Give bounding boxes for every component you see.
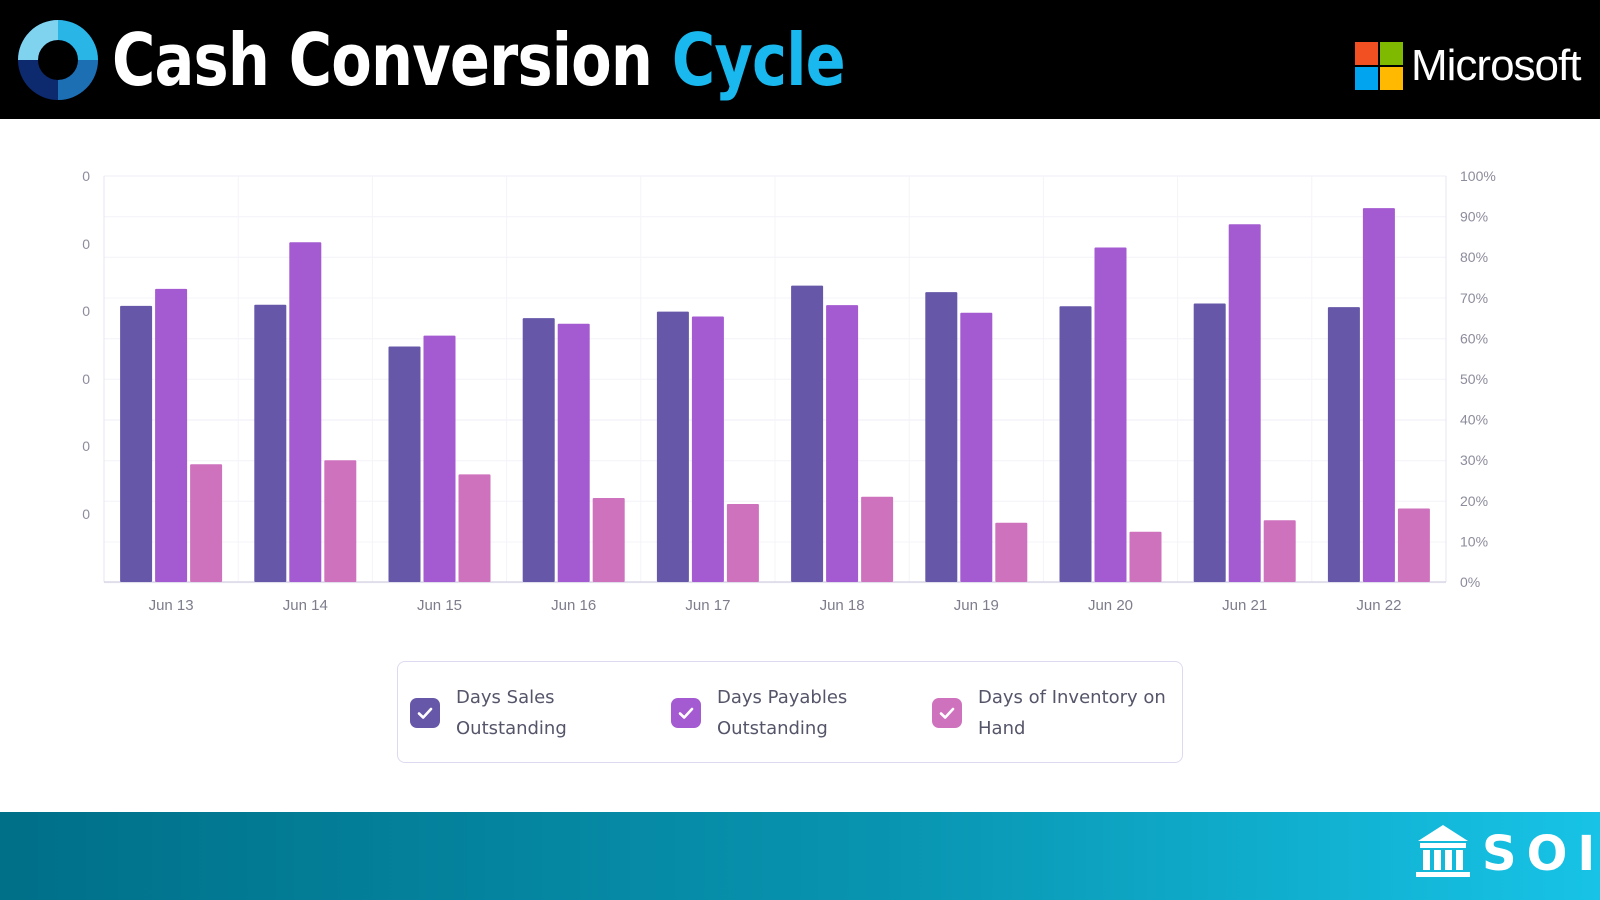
bar-days-payables-outstanding[interactable] <box>155 288 188 582</box>
bar-days-payables-outstanding[interactable] <box>289 242 322 582</box>
cycle-arrows-icon <box>18 20 98 100</box>
bar-days-of-inventory[interactable] <box>1397 508 1430 583</box>
chart-legend: Days Sales Outstanding Days Payables Out… <box>397 661 1183 763</box>
y-right-tick: 100% <box>1460 168 1496 184</box>
y-right-tick: 0% <box>1460 574 1480 590</box>
left-axis: 0 0 0 0 0 0 <box>82 168 90 522</box>
y-left-tick: 0 <box>82 371 90 387</box>
y-right-tick: 20% <box>1460 493 1488 509</box>
bar-days-sales-outstanding[interactable] <box>1193 303 1226 583</box>
legend-checkbox-dso[interactable] <box>410 698 440 728</box>
legend-item-dso[interactable]: Days Sales Outstanding <box>410 682 650 744</box>
title-main: Cash Conversion <box>112 18 653 102</box>
y-right-tick: 70% <box>1460 290 1488 306</box>
bar-days-of-inventory[interactable] <box>995 522 1028 582</box>
x-tick-label: Jun 16 <box>551 597 596 614</box>
bar-days-sales-outstanding[interactable] <box>791 285 824 582</box>
bars <box>120 208 1430 583</box>
title-accent: Cycle <box>671 18 846 102</box>
y-left-tick: 0 <box>82 168 90 184</box>
institution-building-icon <box>1416 825 1470 877</box>
bar-days-payables-outstanding[interactable] <box>960 312 993 582</box>
bar-days-sales-outstanding[interactable] <box>254 304 287 582</box>
bar-days-of-inventory[interactable] <box>458 474 491 582</box>
checkmark-icon <box>417 707 433 719</box>
bar-days-of-inventory[interactable] <box>1129 531 1162 582</box>
bar-days-payables-outstanding[interactable] <box>1228 224 1261 583</box>
y-left-tick: 0 <box>82 506 90 522</box>
bar-days-payables-outstanding[interactable] <box>826 305 859 582</box>
bar-days-of-inventory[interactable] <box>861 496 894 582</box>
x-tick-label: Jun 17 <box>685 597 730 614</box>
bar-days-payables-outstanding[interactable] <box>423 335 456 582</box>
bar-days-sales-outstanding[interactable] <box>120 305 153 582</box>
x-tick-label: Jun 22 <box>1356 597 1401 614</box>
y-right-tick: 90% <box>1460 209 1488 225</box>
checkmark-icon <box>939 707 955 719</box>
bar-days-sales-outstanding[interactable] <box>388 346 421 583</box>
legend-checkbox-dio[interactable] <box>932 698 962 728</box>
bar-days-payables-outstanding[interactable] <box>557 323 590 582</box>
legend-label-dso: Days Sales Outstanding <box>456 687 567 739</box>
legend-item-dio[interactable]: Days of Inventory on Hand <box>932 682 1180 744</box>
bar-days-payables-outstanding[interactable] <box>691 316 724 583</box>
legend-label-dpo: Days Payables Outstanding <box>717 687 848 739</box>
bar-days-sales-outstanding[interactable] <box>522 318 555 582</box>
checkmark-icon <box>678 707 694 719</box>
page-title: Cash Conversion Cycle <box>112 18 846 102</box>
bar-days-sales-outstanding[interactable] <box>1059 306 1092 582</box>
y-left-tick: 0 <box>82 303 90 319</box>
legend-item-dpo[interactable]: Days Payables Outstanding <box>671 682 911 744</box>
y-right-tick: 50% <box>1460 371 1488 387</box>
right-axis: 0% 10% 20% 30% 40% 50% 60% 70% 80% 90% 1… <box>1460 168 1496 590</box>
footer-brand-name: SOIC <box>1482 826 1600 882</box>
bar-days-of-inventory[interactable] <box>726 504 759 582</box>
bar-days-sales-outstanding[interactable] <box>656 311 689 582</box>
bar-days-sales-outstanding[interactable] <box>925 292 958 582</box>
microsoft-windows-icon <box>1355 42 1403 90</box>
y-right-tick: 40% <box>1460 412 1488 428</box>
y-right-tick: 60% <box>1460 330 1488 346</box>
bar-days-of-inventory[interactable] <box>592 498 625 582</box>
header-bar: Cash Conversion Cycle Microsoft <box>0 0 1600 119</box>
legend-label-dio: Days of Inventory on Hand <box>978 687 1166 739</box>
x-tick-label: Jun 13 <box>149 597 194 614</box>
x-axis: Jun 13 Jun 14 Jun 15 Jun 16 Jun 17 Jun 1… <box>149 597 1402 614</box>
y-right-tick: 30% <box>1460 452 1488 468</box>
bar-days-payables-outstanding[interactable] <box>1362 208 1395 582</box>
x-tick-label: Jun 20 <box>1088 597 1133 614</box>
x-tick-label: Jun 19 <box>954 597 999 614</box>
x-tick-label: Jun 18 <box>820 597 865 614</box>
bar-days-sales-outstanding[interactable] <box>1327 307 1360 582</box>
bar-days-of-inventory[interactable] <box>1263 520 1296 582</box>
bar-days-of-inventory[interactable] <box>324 460 357 582</box>
x-tick-label: Jun 15 <box>417 597 462 614</box>
legend-checkbox-dpo[interactable] <box>671 698 701 728</box>
y-left-tick: 0 <box>82 236 90 252</box>
brand-name: Microsoft <box>1411 41 1581 90</box>
y-right-tick: 10% <box>1460 533 1488 549</box>
x-tick-label: Jun 14 <box>283 597 328 614</box>
bar-days-payables-outstanding[interactable] <box>1094 247 1127 583</box>
footer-bar: SOIC <box>0 812 1600 900</box>
bar-chart: 0 0 0 0 0 0 0% 10% 20% 30% 40% 50% 60% 7… <box>82 168 1496 614</box>
y-right-tick: 80% <box>1460 249 1488 265</box>
y-left-tick: 0 <box>82 438 90 454</box>
x-tick-label: Jun 21 <box>1222 597 1267 614</box>
bar-days-of-inventory[interactable] <box>190 464 223 582</box>
